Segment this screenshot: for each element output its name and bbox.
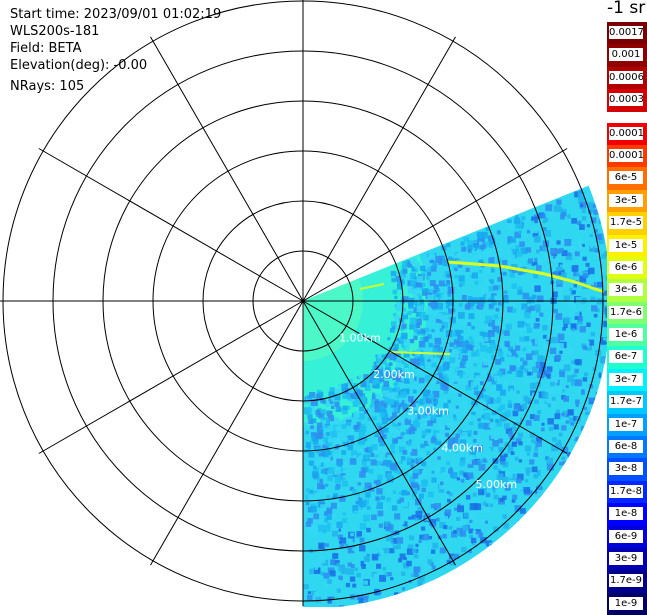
colorbar-swatch: 1.7e-6 bbox=[607, 301, 647, 325]
range-label: 4.00km bbox=[441, 441, 483, 454]
azimuth-line bbox=[302, 300, 456, 566]
instrument-name: WLS200s-181 bbox=[10, 24, 100, 39]
colorbar-label: 1e-9 bbox=[609, 596, 643, 610]
colorbar-swatch: 1.7e-8 bbox=[607, 480, 647, 504]
colorbar-label: 3e-8 bbox=[609, 462, 643, 476]
colorbar-swatch: 3e-6 bbox=[607, 279, 647, 302]
colorbar-swatch: 0.001 bbox=[607, 44, 647, 67]
azimuth-lines bbox=[0, 0, 608, 606]
colorbar-label: 0.001 bbox=[609, 48, 643, 62]
colorbar-swatch: 6e-8 bbox=[607, 436, 647, 459]
colorbar-label: 0.0003 bbox=[609, 93, 643, 107]
colorbar-swatch: 3e-8 bbox=[607, 458, 647, 481]
colorbar-label: 3e-7 bbox=[609, 372, 643, 386]
colorbar-label: 6e-7 bbox=[609, 350, 643, 364]
colorbar-swatch: 6e-7 bbox=[607, 346, 647, 369]
colorbar-label: 3e-6 bbox=[609, 283, 643, 297]
colorbar-label: 1.7e-7 bbox=[609, 395, 643, 409]
colorbar-swatch: 1e-7 bbox=[607, 413, 647, 437]
elevation: Elevation(deg): -0.00 bbox=[10, 58, 148, 73]
scan-info: Start time: 2023/09/01 01:02:19 WLS200s-… bbox=[10, 6, 221, 95]
colorbar-swatch: 3e-7 bbox=[607, 368, 647, 392]
azimuth-line bbox=[302, 36, 456, 302]
nrays: NRays: 105 bbox=[10, 79, 85, 94]
colorbar-label: 0.0017 bbox=[609, 26, 643, 39]
colorbar-label: 0.0001 bbox=[609, 148, 643, 162]
range-labels: 1.00km 2.00km 3.00km 4.00km 5.00km bbox=[339, 332, 517, 491]
colorbar-label: 3e-5 bbox=[609, 193, 643, 207]
colorbar-label: 3e-9 bbox=[609, 551, 643, 565]
azimuth-line bbox=[150, 300, 304, 566]
colorbar: 0.0017 0.001 0.0006 0.0003 0.00017 0.0001 6e-5… bbox=[607, 22, 647, 615]
azimuth-line bbox=[150, 36, 304, 302]
colorbar-swatch: 1.7e-7 bbox=[607, 391, 647, 414]
colorbar-label: 1e-5 bbox=[609, 238, 643, 252]
colorbar-swatch: 0.0001 bbox=[607, 144, 647, 168]
colorbar-swatch: 1.7e-9 bbox=[607, 570, 647, 593]
colorbar-label: 1.7e-6 bbox=[609, 305, 643, 319]
range-label: 5.00km bbox=[475, 478, 517, 491]
colorbar-swatch: 6e-6 bbox=[607, 256, 647, 280]
start-time: Start time: 2023/09/01 01:02:19 bbox=[10, 7, 222, 22]
colorbar-label: 1.7e-8 bbox=[609, 484, 643, 498]
azimuth-line bbox=[38, 148, 304, 302]
colorbar-swatch: 0.0017 bbox=[607, 22, 647, 45]
colorbar-swatch: 1e-6 bbox=[607, 324, 647, 347]
colorbar-swatch: 0.00017 bbox=[607, 122, 647, 145]
colorbar-swatch: 3e-9 bbox=[607, 547, 647, 571]
range-label: 3.00km bbox=[407, 405, 449, 418]
colorbar-swatch: 1e-9 bbox=[607, 592, 647, 615]
field-name: Field: BETA bbox=[10, 41, 82, 56]
range-label: 2.00km bbox=[373, 368, 415, 381]
colorbar-label: 1.7e-9 bbox=[609, 574, 643, 588]
colorbar-label: 6e-9 bbox=[609, 529, 643, 543]
azimuth-line bbox=[302, 300, 568, 454]
range-label: 1.00km bbox=[339, 332, 381, 345]
colorbar-label: 0.0006 bbox=[609, 70, 643, 84]
colorbar-label: 0.00017 bbox=[609, 126, 643, 140]
colorbar-swatch: 1e-5 bbox=[607, 234, 647, 257]
colorbar-swatch: 6e-9 bbox=[607, 525, 647, 548]
beta-sector bbox=[303, 185, 611, 607]
colorbar-label: 1e-6 bbox=[609, 328, 643, 342]
colorbar-label: 6e-8 bbox=[609, 440, 643, 454]
colorbar-label: 6e-5 bbox=[609, 171, 643, 185]
colorbar-label: 1e-8 bbox=[609, 507, 643, 521]
azimuth-line bbox=[302, 148, 568, 302]
colorbar-swatch: 6e-5 bbox=[607, 167, 647, 190]
colorbar-label: 6e-6 bbox=[609, 260, 643, 274]
azimuth-line bbox=[38, 300, 304, 454]
colorbar-swatch: 3e-5 bbox=[607, 189, 647, 213]
colorbar-swatch: 1.7e-5 bbox=[607, 212, 647, 235]
colorbar-swatch: 0.0003 bbox=[607, 89, 647, 112]
colorbar-units: -1 sr bbox=[607, 0, 646, 18]
colorbar-label: 1e-7 bbox=[609, 417, 643, 431]
colorbar-swatch: 1e-8 bbox=[607, 503, 647, 526]
colorbar-swatch: 0.0006 bbox=[607, 66, 647, 90]
colorbar-label: 1.7e-5 bbox=[609, 216, 643, 230]
